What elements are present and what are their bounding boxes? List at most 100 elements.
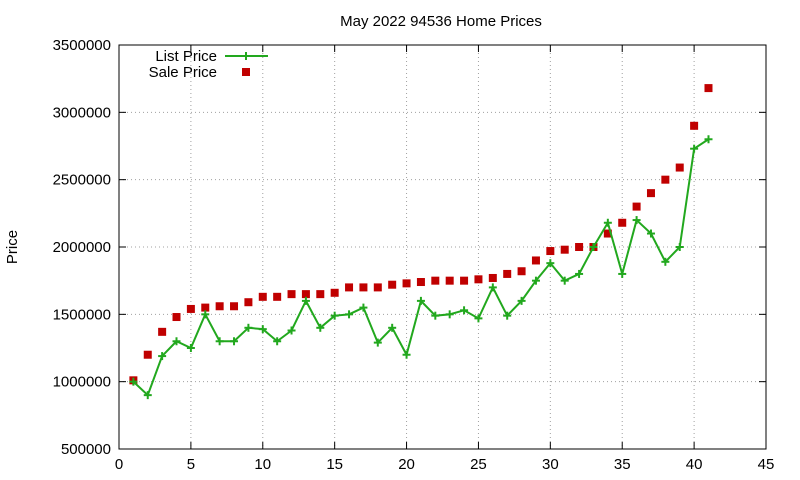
sale-price-point <box>503 269 512 278</box>
y-tick-label: 3500000 <box>53 37 111 54</box>
sale-price-point <box>603 229 612 238</box>
list-price-point <box>560 276 569 285</box>
sale-price-point <box>690 121 699 130</box>
list-price-point <box>373 338 382 347</box>
sale-price-point <box>143 350 152 359</box>
y-tick-label: 500000 <box>61 441 111 458</box>
grid <box>119 45 766 449</box>
list-price-point <box>618 269 627 278</box>
sale-price-point <box>531 256 540 265</box>
plot-series <box>129 84 713 400</box>
list-price-point <box>575 269 584 278</box>
x-tick-label: 25 <box>470 456 487 473</box>
sale-price-point <box>345 283 354 292</box>
sale-price-point <box>373 283 382 292</box>
list-price-point <box>316 323 325 332</box>
y-tick-label: 2000000 <box>53 239 111 256</box>
sale-price-point <box>546 247 555 256</box>
list-price-point <box>273 337 282 346</box>
sale-price-point <box>474 275 483 284</box>
list-price-point <box>129 377 138 386</box>
list-price-point <box>215 337 224 346</box>
legend-marker-sale-price <box>242 68 250 76</box>
x-tick-label: 40 <box>686 456 703 473</box>
sale-price-point <box>704 84 713 93</box>
y-tick-label: 1500000 <box>53 306 111 323</box>
x-tick-label: 30 <box>542 456 559 473</box>
list-price-point <box>503 311 512 320</box>
sale-price-point <box>675 163 684 172</box>
list-price-point <box>474 314 483 323</box>
list-price-point <box>431 311 440 320</box>
list-price-point <box>704 135 713 144</box>
list-price-point <box>589 243 598 251</box>
sale-price-point <box>186 304 195 313</box>
list-price-point <box>301 296 310 305</box>
sale-price-point <box>402 279 411 288</box>
list-price-point <box>230 337 239 346</box>
list-price-point <box>201 310 210 319</box>
sale-price-point <box>416 278 425 287</box>
list-price-point <box>186 344 195 352</box>
sale-price-point <box>488 273 497 282</box>
x-tick-label: 20 <box>398 456 415 473</box>
series-list-price <box>129 135 713 400</box>
list-price-point <box>388 323 397 332</box>
x-tick-label: 45 <box>758 456 775 473</box>
sale-price-point <box>158 327 167 336</box>
axis-ticks: 0 5 10 15 20 25 30 35 40 45 500000 1000000 1500000 20… <box>53 37 775 473</box>
sale-price-point <box>330 288 339 297</box>
legend-label-sale-price: Sale Price <box>149 64 217 81</box>
list-price-point <box>632 216 641 225</box>
sale-price-point <box>646 189 655 198</box>
x-tick-label: 15 <box>326 456 343 473</box>
list-price-point <box>661 257 670 266</box>
list-price-point <box>646 229 655 238</box>
list-price-point <box>143 391 152 400</box>
sale-price-point <box>172 313 181 322</box>
list-price-point <box>517 296 526 305</box>
list-price-point <box>244 323 253 332</box>
sale-price-point <box>517 267 526 276</box>
sale-price-point <box>244 298 253 307</box>
sale-price-point <box>201 303 210 312</box>
sale-price-point <box>301 290 310 299</box>
list-price-point <box>158 352 167 361</box>
sale-price-point <box>388 280 397 289</box>
y-tick-label: 1000000 <box>53 374 111 391</box>
x-tick-label: 5 <box>187 456 195 473</box>
list-price-point <box>603 218 612 227</box>
list-price-point <box>488 283 497 292</box>
legend-label-list-price: List Price <box>155 48 217 65</box>
plot-frame <box>118 44 767 450</box>
sale-price-point <box>560 245 569 254</box>
sale-price-point <box>618 218 627 227</box>
series-sale-price <box>129 84 713 385</box>
list-price-point <box>460 306 469 315</box>
sale-price-point <box>460 276 469 285</box>
list-price-point <box>690 144 699 153</box>
sale-price-point <box>445 276 454 285</box>
y-tick-label: 2500000 <box>53 172 111 189</box>
list-price-point <box>258 325 267 334</box>
list-price-point <box>546 259 555 268</box>
list-price-point <box>445 310 454 319</box>
list-price-point <box>416 296 425 305</box>
x-tick-label: 0 <box>115 456 123 473</box>
list-price-point <box>359 303 368 312</box>
list-price-point <box>531 276 540 285</box>
sale-price-point <box>215 302 224 311</box>
list-price-point <box>172 337 181 346</box>
list-price-point <box>402 350 411 359</box>
y-tick-label: 3000000 <box>53 104 111 121</box>
chart-title: May 2022 94536 Home Prices <box>340 13 542 30</box>
sale-price-point <box>431 276 440 285</box>
list-price-point <box>287 326 296 335</box>
sale-price-point <box>258 292 267 301</box>
legend-marker-list-price <box>242 52 250 60</box>
sale-price-point <box>287 290 296 299</box>
sale-price-point <box>575 243 584 251</box>
x-tick-label: 10 <box>254 456 271 473</box>
